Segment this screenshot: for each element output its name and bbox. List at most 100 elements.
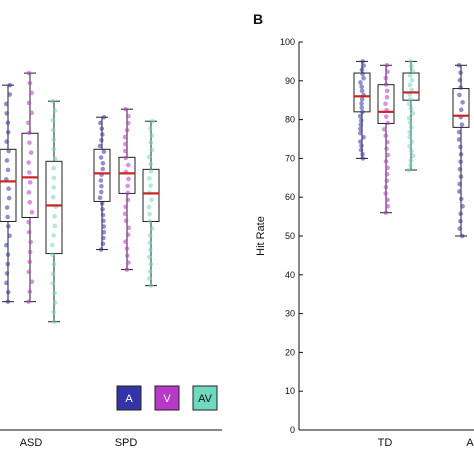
data-point <box>98 155 104 160</box>
data-point <box>383 191 388 196</box>
data-point <box>6 224 11 229</box>
data-point <box>99 126 105 132</box>
data-point <box>458 70 463 76</box>
data-point <box>146 154 152 160</box>
data-point <box>385 197 390 203</box>
data-point <box>409 87 414 93</box>
data-point <box>407 73 413 78</box>
data-point <box>408 59 413 64</box>
data-point <box>27 259 32 265</box>
data-point <box>27 130 32 136</box>
data-point <box>123 204 128 210</box>
data-point <box>99 201 105 206</box>
box-td-av <box>402 59 420 173</box>
data-point <box>384 62 390 68</box>
right-panel: B 0 10 20 30 40 50 60 70 80 90 100 Hit Rate TD A <box>253 11 474 449</box>
data-point <box>51 146 57 152</box>
box-asd-av <box>45 98 63 325</box>
box-spd-av <box>142 118 160 288</box>
data-point <box>383 82 389 87</box>
data-point <box>27 180 33 185</box>
data-point <box>100 241 106 247</box>
data-point <box>7 92 13 97</box>
data-point <box>97 143 103 149</box>
data-point <box>358 139 363 144</box>
data-point <box>51 175 57 181</box>
data-point <box>4 205 10 210</box>
data-point <box>406 101 412 107</box>
data-point <box>410 68 415 74</box>
data-point <box>123 218 129 224</box>
y-tick-label: 80 <box>285 115 295 125</box>
data-point <box>361 75 366 81</box>
data-point <box>125 190 131 196</box>
data-point <box>359 88 365 94</box>
data-point <box>148 140 154 145</box>
data-point <box>456 129 462 135</box>
data-point <box>52 223 58 229</box>
data-point <box>126 225 131 231</box>
data-point <box>359 105 365 111</box>
data-point <box>98 189 104 195</box>
data-point <box>458 85 463 90</box>
data-point <box>125 197 131 203</box>
data-point <box>148 168 154 174</box>
data-point <box>458 211 463 217</box>
data-point <box>50 194 56 200</box>
data-point <box>148 183 153 188</box>
data-point <box>29 110 35 116</box>
data-point <box>458 159 463 165</box>
data-point <box>149 226 155 231</box>
data-point <box>4 280 9 286</box>
data-point <box>359 67 365 73</box>
data-point <box>359 101 364 106</box>
data-point <box>359 84 364 90</box>
data-point <box>148 247 153 253</box>
data-point <box>125 253 130 258</box>
data-point <box>360 71 365 77</box>
data-point <box>457 226 463 231</box>
data-point <box>384 88 390 94</box>
data-point <box>52 300 58 305</box>
data-point <box>50 281 55 286</box>
data-point <box>123 239 128 245</box>
data-point <box>361 135 366 140</box>
y-axis-label: Hit Rate <box>255 216 267 256</box>
data-point <box>4 242 9 248</box>
y-tick-label: 60 <box>285 192 295 202</box>
x-tick-label: A <box>466 437 474 449</box>
data-point <box>50 118 56 123</box>
data-point <box>101 235 106 241</box>
data-point <box>98 178 104 183</box>
data-point <box>123 155 128 161</box>
data-point <box>358 118 364 123</box>
data-point <box>357 126 363 132</box>
data-point <box>410 111 416 116</box>
box-spd-a <box>93 114 111 252</box>
data-point <box>27 249 33 255</box>
data-point <box>5 261 11 267</box>
data-point <box>4 158 10 163</box>
data-point <box>360 156 366 161</box>
data-point <box>358 122 364 127</box>
data-point <box>460 233 465 239</box>
data-point <box>147 269 153 274</box>
data-point <box>26 100 32 106</box>
data-point <box>458 218 463 224</box>
data-point <box>458 107 464 113</box>
legend-swatch-a <box>116 385 142 411</box>
data-point <box>384 95 390 100</box>
y-tick-label: 30 <box>285 309 295 319</box>
legend-swatch-v <box>154 385 180 411</box>
data-point <box>408 158 414 163</box>
data-point <box>147 240 153 246</box>
data-point <box>408 106 414 111</box>
data-point <box>101 218 106 224</box>
data-point <box>126 162 131 168</box>
data-point <box>100 206 105 212</box>
data-point <box>4 271 10 276</box>
data-point <box>407 82 413 88</box>
data-point <box>53 156 58 162</box>
data-point <box>383 159 389 164</box>
